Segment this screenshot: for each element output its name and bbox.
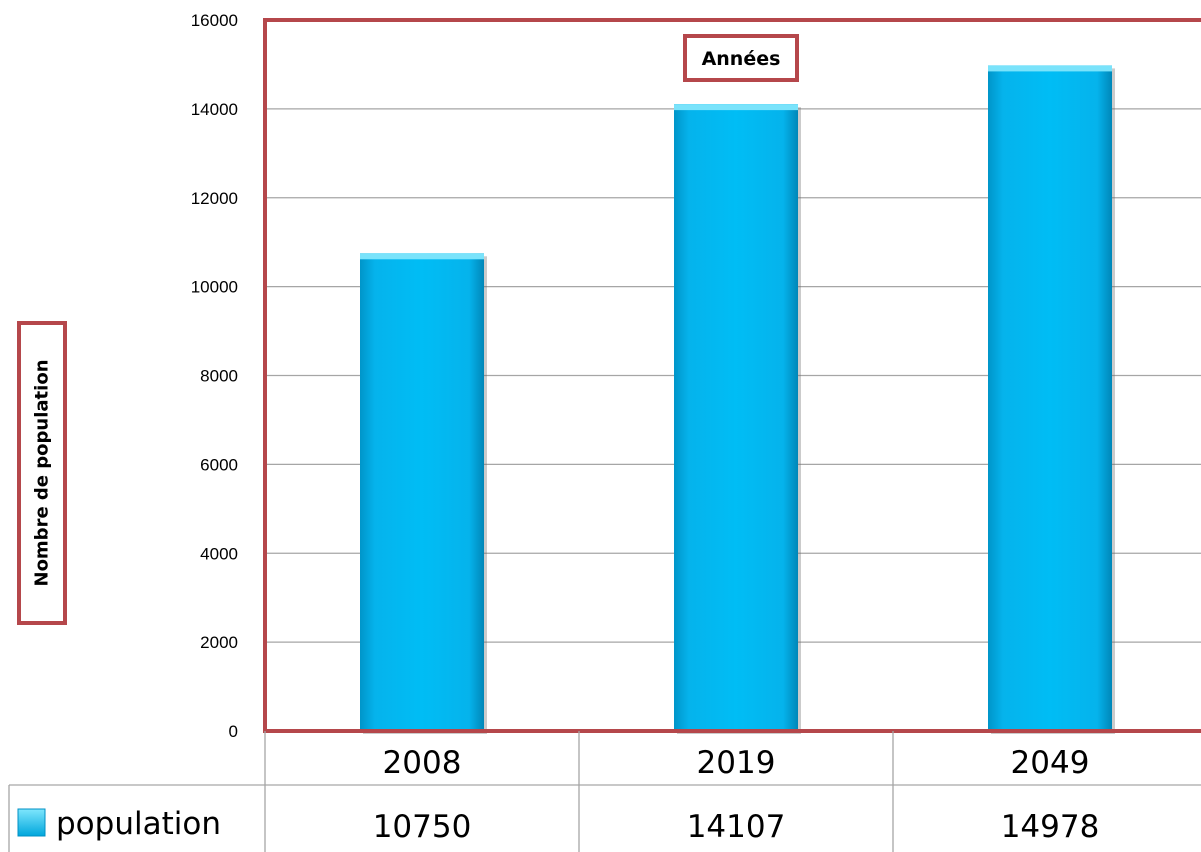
y-tick-label: 8000 <box>200 367 238 386</box>
chart-title: Années <box>683 34 799 82</box>
bar-2008 <box>360 253 487 734</box>
chart-title-text: Années <box>702 48 781 70</box>
y-tick-label: 4000 <box>200 544 238 563</box>
y-tick-label: 16000 <box>191 11 238 30</box>
data-table-value: 10750 <box>373 809 472 845</box>
bar-top-highlight <box>360 253 484 260</box>
bar-top-highlight <box>674 104 798 111</box>
legend-entry: population <box>17 806 221 842</box>
bar <box>988 65 1112 732</box>
bars <box>360 65 1115 735</box>
category-label: 2019 <box>697 745 776 781</box>
category-label: 2008 <box>383 745 462 781</box>
y-tick-label: 14000 <box>191 100 238 119</box>
bar-2019 <box>674 104 801 735</box>
chart-title-box <box>683 34 799 82</box>
y-tick-label: 6000 <box>200 455 238 474</box>
bar-2049 <box>988 65 1115 735</box>
category-label: 2049 <box>1011 745 1090 781</box>
bar-top-highlight <box>988 65 1112 72</box>
y-tick-label: 10000 <box>191 278 238 297</box>
data-table: 2008 10750 2019 14107 2049 14978 population <box>8 731 1201 852</box>
bar <box>674 104 798 732</box>
y-axis-ticks: 0 2000 4000 6000 8000 10000 12000 14000 16000 <box>191 11 238 741</box>
y-axis-label-box <box>17 321 67 625</box>
y-tick-label: 0 <box>229 722 238 741</box>
plot-area-frame <box>263 18 1201 733</box>
y-axis-label-text: Nombre de population <box>32 359 53 586</box>
data-table-value: 14978 <box>1001 809 1100 845</box>
y-tick-label: 12000 <box>191 189 238 208</box>
data-table-value: 14107 <box>687 809 786 845</box>
y-axis-label: Nombre de population <box>17 321 67 625</box>
y-tick-label: 2000 <box>200 633 238 652</box>
legend-key <box>17 808 46 837</box>
legend-label: population <box>56 806 221 842</box>
bar <box>360 253 484 731</box>
